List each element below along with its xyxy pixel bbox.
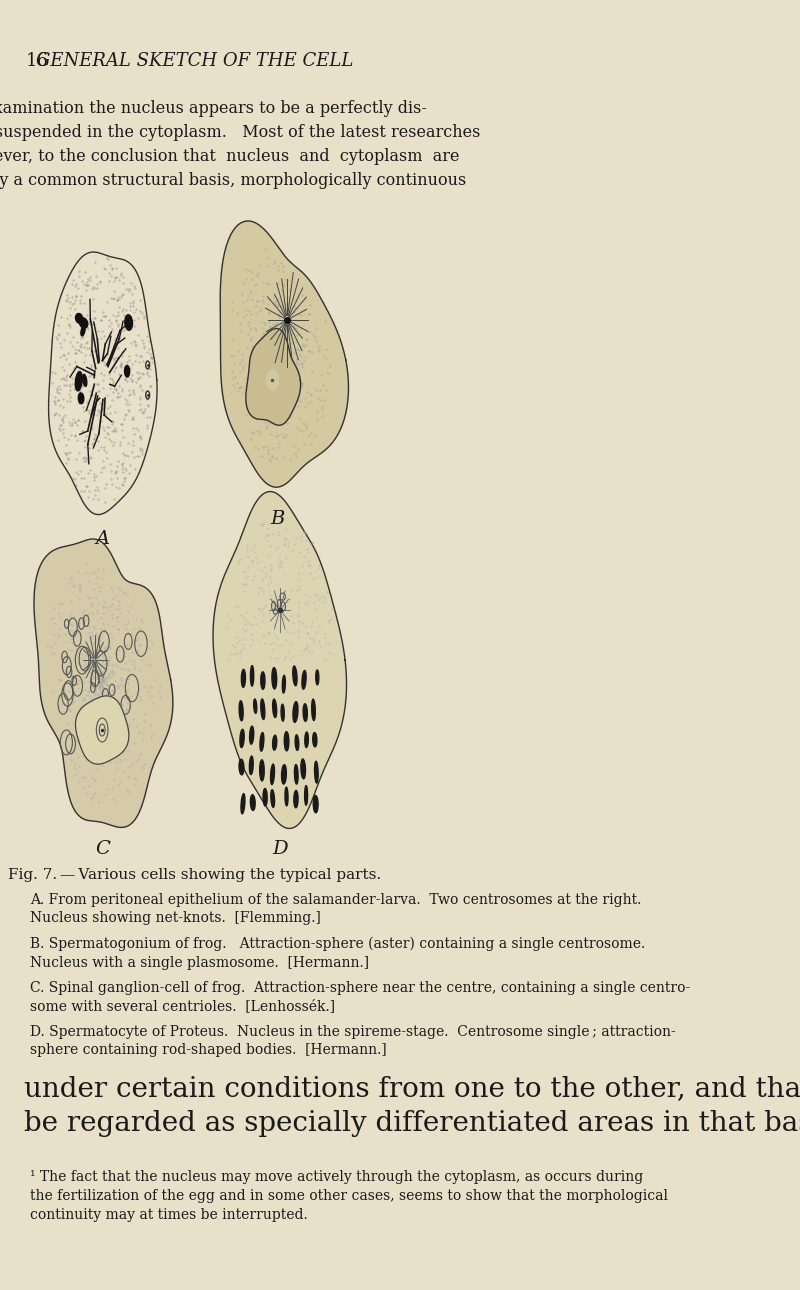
Ellipse shape <box>250 666 254 686</box>
Ellipse shape <box>240 729 244 747</box>
Polygon shape <box>34 539 173 827</box>
Ellipse shape <box>260 760 264 780</box>
Ellipse shape <box>305 731 308 747</box>
Text: ¹ The fact that the nucleus may move actively through the cytoplasm, as occurs d: ¹ The fact that the nucleus may move act… <box>30 1170 668 1222</box>
Ellipse shape <box>305 786 307 805</box>
Ellipse shape <box>271 789 274 808</box>
Ellipse shape <box>312 699 315 721</box>
Ellipse shape <box>263 788 267 806</box>
Text: Fig. 7. — Various cells showing the typical parts.: Fig. 7. — Various cells showing the typi… <box>8 868 381 882</box>
Ellipse shape <box>250 726 254 744</box>
Ellipse shape <box>294 791 298 808</box>
Polygon shape <box>213 491 346 828</box>
Ellipse shape <box>302 671 306 689</box>
Text: At a first examination the nucleus appears to be a perfectly dis-
tinct body sus: At a first examination the nucleus appea… <box>0 101 481 190</box>
Ellipse shape <box>242 670 246 688</box>
Ellipse shape <box>270 764 274 784</box>
Ellipse shape <box>273 735 277 749</box>
Ellipse shape <box>301 759 306 779</box>
Ellipse shape <box>125 365 130 377</box>
Ellipse shape <box>254 699 257 713</box>
Ellipse shape <box>316 670 319 685</box>
Ellipse shape <box>78 393 84 404</box>
Text: C: C <box>94 840 110 858</box>
Text: B. Spermatogonium of frog.   Attraction-sphere (aster) containing a single centr: B. Spermatogonium of frog. Attraction-sp… <box>30 937 646 970</box>
Ellipse shape <box>241 793 245 814</box>
Ellipse shape <box>125 315 133 330</box>
Ellipse shape <box>82 374 87 387</box>
Text: A. From peritoneal epithelium of the salamander-larva.  Two centrosomes at the r: A. From peritoneal epithelium of the sal… <box>30 893 642 925</box>
Ellipse shape <box>293 702 298 722</box>
Ellipse shape <box>272 668 277 689</box>
Ellipse shape <box>282 765 286 784</box>
Ellipse shape <box>282 676 286 693</box>
Ellipse shape <box>75 313 82 324</box>
Text: 16: 16 <box>26 52 48 70</box>
Ellipse shape <box>294 765 298 784</box>
Text: A: A <box>95 530 110 548</box>
Ellipse shape <box>284 731 289 751</box>
Text: under certain conditions from one to the other, and that both are to
be regarded: under certain conditions from one to the… <box>24 1075 800 1138</box>
Ellipse shape <box>239 700 243 721</box>
Text: D. Spermatocyte of Proteus.  Nucleus in the spireme-stage.  Centrosome single ; : D. Spermatocyte of Proteus. Nucleus in t… <box>30 1026 676 1058</box>
Polygon shape <box>75 695 129 764</box>
Ellipse shape <box>250 756 254 774</box>
Ellipse shape <box>266 370 278 390</box>
Polygon shape <box>220 221 349 488</box>
Ellipse shape <box>285 787 288 806</box>
Ellipse shape <box>261 699 265 720</box>
Text: C. Spinal ganglion-cell of frog.  Attraction-sphere near the centre, containing : C. Spinal ganglion-cell of frog. Attract… <box>30 980 690 1014</box>
Ellipse shape <box>314 761 318 783</box>
Ellipse shape <box>314 796 318 813</box>
Ellipse shape <box>79 317 88 328</box>
Ellipse shape <box>75 372 82 391</box>
Ellipse shape <box>303 704 307 721</box>
Ellipse shape <box>295 735 298 751</box>
Ellipse shape <box>261 672 265 689</box>
Ellipse shape <box>81 325 85 335</box>
Ellipse shape <box>293 666 297 686</box>
Ellipse shape <box>239 760 244 775</box>
Text: D: D <box>272 840 287 858</box>
Text: B: B <box>270 510 285 528</box>
Ellipse shape <box>313 733 317 747</box>
Ellipse shape <box>250 795 255 810</box>
Text: GENERAL SKETCH OF THE CELL: GENERAL SKETCH OF THE CELL <box>36 52 354 70</box>
Ellipse shape <box>273 699 277 717</box>
Polygon shape <box>246 329 301 426</box>
Ellipse shape <box>281 704 284 721</box>
Ellipse shape <box>260 733 264 751</box>
